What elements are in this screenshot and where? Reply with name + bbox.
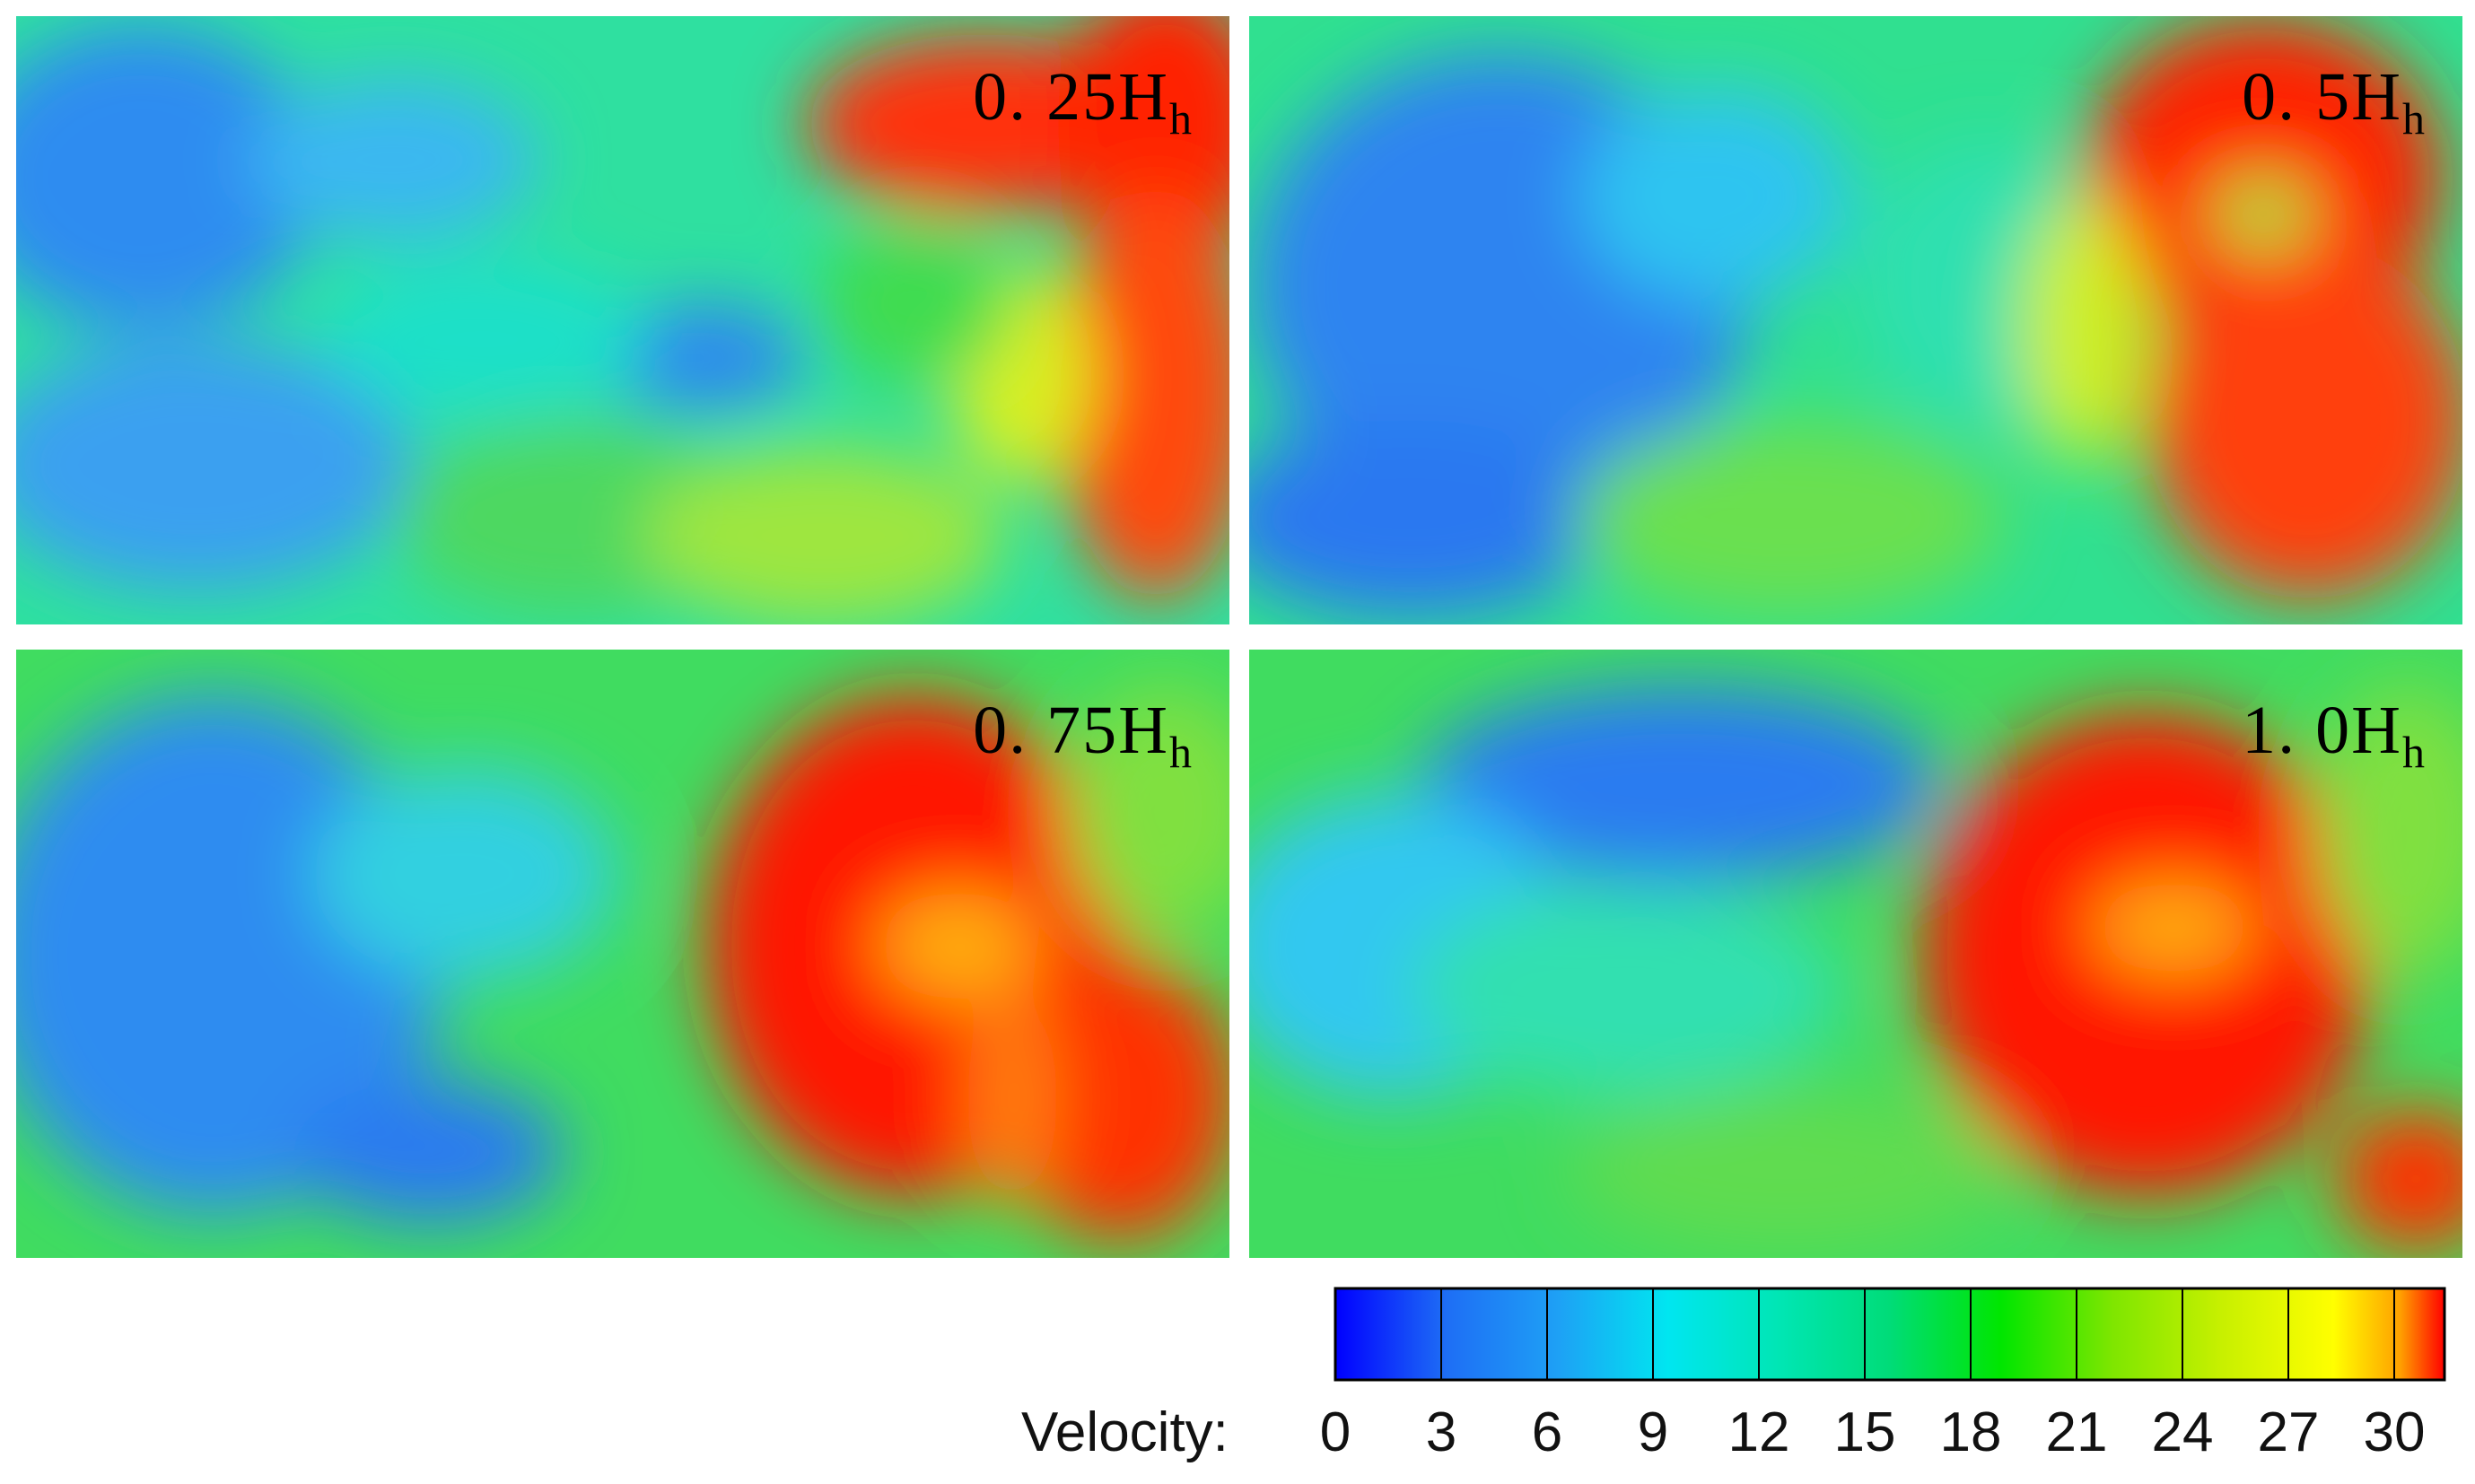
colorbar-dividers: [1440, 1288, 2395, 1380]
colorbar-gradient: [1334, 1287, 2446, 1382]
colorbar-tick-label: 15: [1833, 1401, 1896, 1463]
colorbar-title: Velocity:: [1021, 1401, 1229, 1463]
panel-label: 0. 25Hh: [973, 59, 1194, 144]
contour-panel-0-5h: 0. 5Hh: [1249, 16, 2462, 624]
colorbar-tick-label: 9: [1637, 1401, 1669, 1463]
colorbar-tick-label: 6: [1531, 1401, 1563, 1463]
panel-label: 1. 0Hh: [2242, 693, 2427, 777]
panel-label: 0. 75Hh: [973, 693, 1194, 777]
colorbar-labels: Velocity: 0 3 6 9 12 15 18 21 24 27 30: [0, 1405, 2475, 1477]
velocity-contour-image: [1249, 16, 2462, 624]
colorbar-tick-label: 18: [1939, 1401, 2002, 1463]
colorbar-tick-label: 30: [2363, 1401, 2426, 1463]
velocity-contour-image: [16, 16, 1229, 624]
contour-panel-1-0h: 1. 0Hh: [1249, 650, 2462, 1258]
colorbar-tick-label: 12: [1727, 1401, 1790, 1463]
panel-label: 0. 5Hh: [2242, 59, 2427, 144]
velocity-contour-image: [16, 650, 1229, 1258]
contour-panel-0-75h: 0. 75Hh: [16, 650, 1229, 1258]
colorbar-tick-label: 3: [1425, 1401, 1457, 1463]
colorbar-tick-label: 0: [1319, 1401, 1351, 1463]
colorbar-tick-label: 24: [2151, 1401, 2214, 1463]
colorbar-tick-label: 27: [2257, 1401, 2320, 1463]
contour-panel-0-25h: 0. 25Hh: [16, 16, 1229, 624]
velocity-colorbar: [1334, 1287, 2446, 1382]
colorbar-tick-label: 21: [2045, 1401, 2108, 1463]
velocity-contour-image: [1249, 650, 2462, 1258]
